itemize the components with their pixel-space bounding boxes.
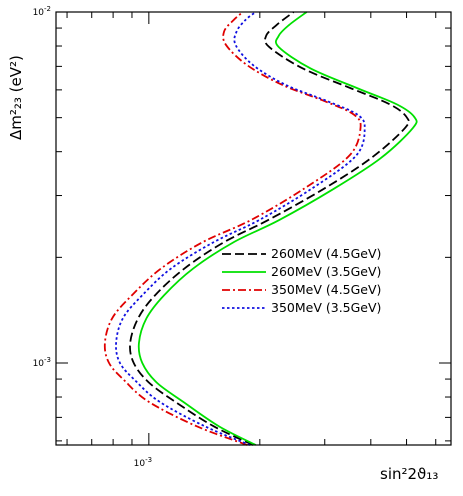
legend-label-4: 350MeV (3.5GeV) bbox=[271, 300, 381, 315]
legend-label-2: 260MeV (3.5GeV) bbox=[271, 264, 381, 279]
series-line-1 bbox=[129, 11, 410, 446]
legend-label-1: 260MeV (4.5GeV) bbox=[271, 246, 381, 261]
x-tick-label: 10-3 bbox=[134, 456, 152, 469]
tick-labels: 10-3 10-3 10-2 bbox=[33, 5, 152, 469]
plot-frame bbox=[55, 11, 452, 446]
x-axis-label: sin²2ϑ₁₃ bbox=[380, 465, 438, 483]
series-line-4 bbox=[115, 11, 366, 446]
legend: 260MeV (4.5GeV) 260MeV (3.5GeV) 350MeV (4.… bbox=[222, 246, 381, 315]
series-curves bbox=[103, 11, 418, 446]
y-tick-label: 10-3 bbox=[33, 356, 51, 369]
series-line-2 bbox=[137, 11, 418, 446]
legend-label-3: 350MeV (4.5GeV) bbox=[271, 282, 381, 297]
y-tick-label: 10-2 bbox=[33, 5, 51, 18]
axis-ticks bbox=[56, 11, 451, 445]
y-axis-label: Δm²₂₃ (eV²) bbox=[7, 55, 25, 140]
